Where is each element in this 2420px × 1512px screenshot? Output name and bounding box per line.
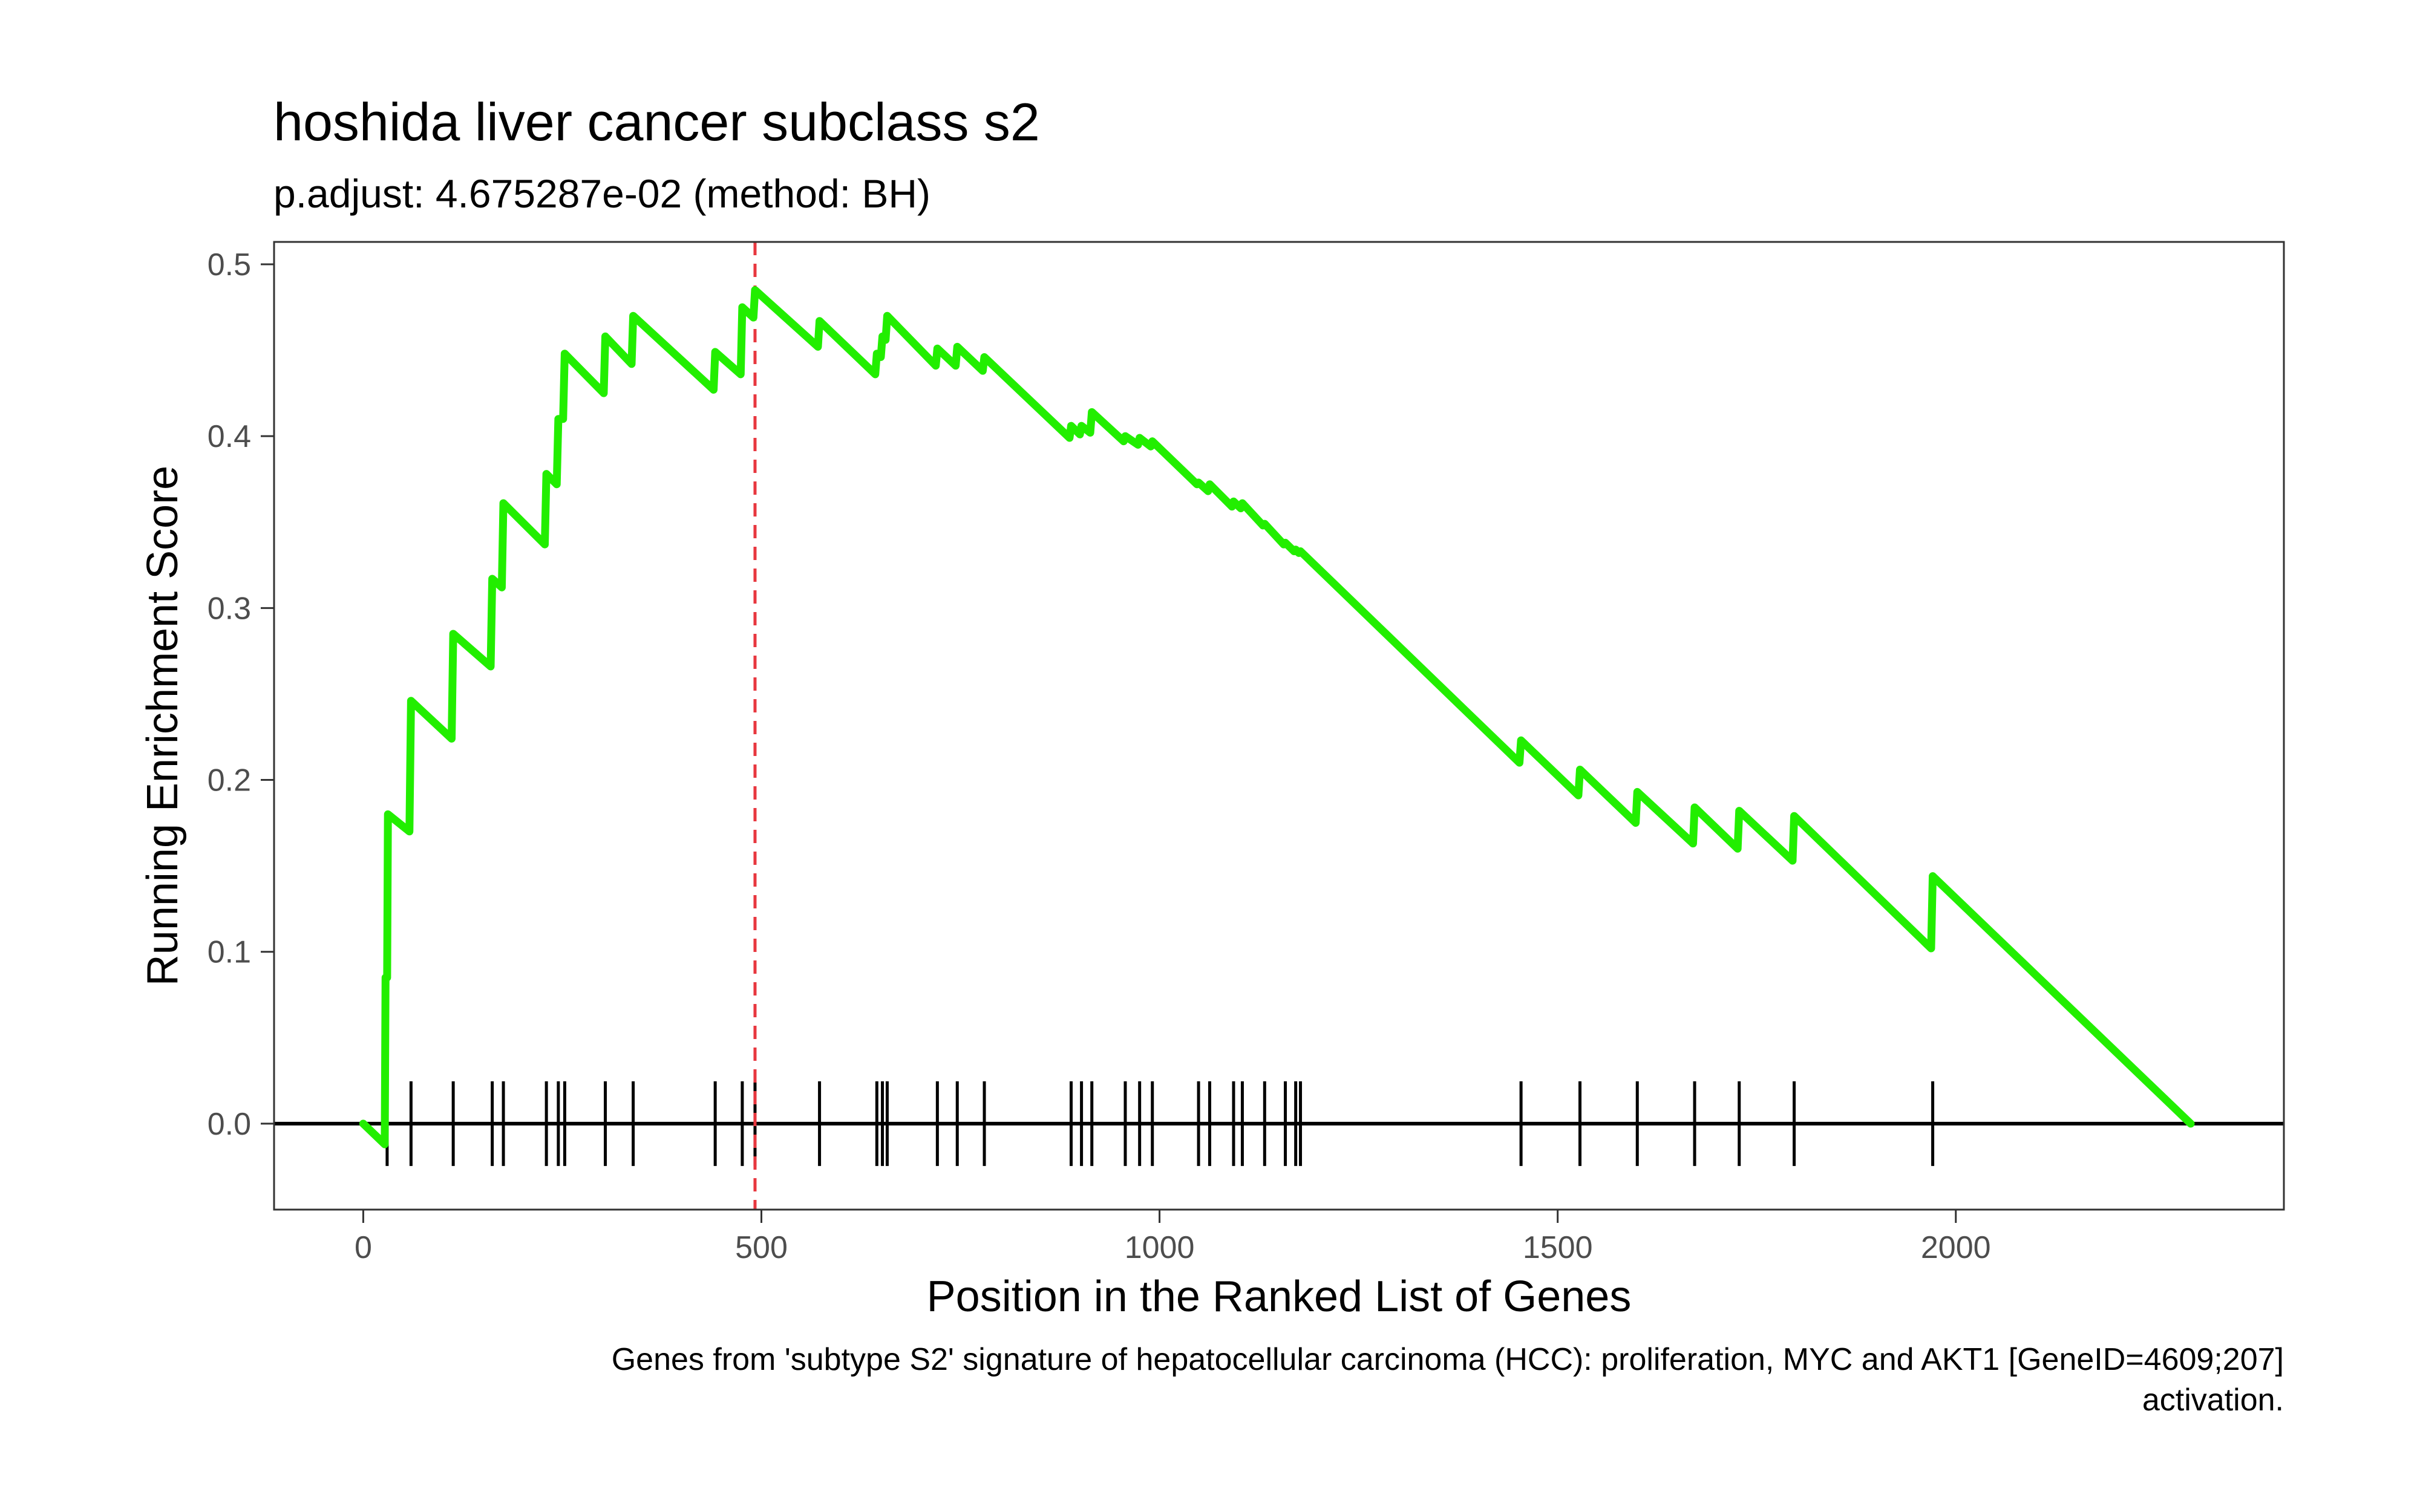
x-tick-label-1: 500 [735,1230,788,1265]
y-axis: 0.0 0.1 0.2 0.3 0.4 0.5 [208,247,274,1142]
x-axis-label: Position in the Ranked List of Genes [927,1272,1632,1321]
y-tick-label-1: 0.1 [208,935,251,970]
chart-subtitle: p.adjust: 4.675287e-02 (method: BH) [273,171,930,216]
y-tick-label-0: 0.0 [208,1107,251,1142]
plot-panel-border [273,241,2285,1211]
x-axis: 0 500 1000 1500 2000 [355,1210,1991,1265]
x-tick-label-2: 1000 [1125,1230,1195,1265]
caption-line-2: activation. [2142,1383,2284,1418]
caption-line-1: Genes from 'subtype S2' signature of hep… [612,1342,2284,1377]
y-tick-label-2: 0.2 [208,763,251,798]
y-tick-label-4: 0.4 [208,419,251,454]
x-tick-label-3: 1500 [1523,1230,1593,1265]
running-score-line [359,286,2195,1149]
x-tick-label-4: 2000 [1921,1230,1991,1265]
y-axis-label: Running Enrichment Score [139,466,187,986]
chart-title: hoshida liver cancer subclass s2 [273,92,1040,152]
y-tick-label-3: 0.3 [208,591,251,626]
y-tick-label-5: 0.5 [208,247,251,282]
x-tick-label-0: 0 [355,1230,372,1265]
